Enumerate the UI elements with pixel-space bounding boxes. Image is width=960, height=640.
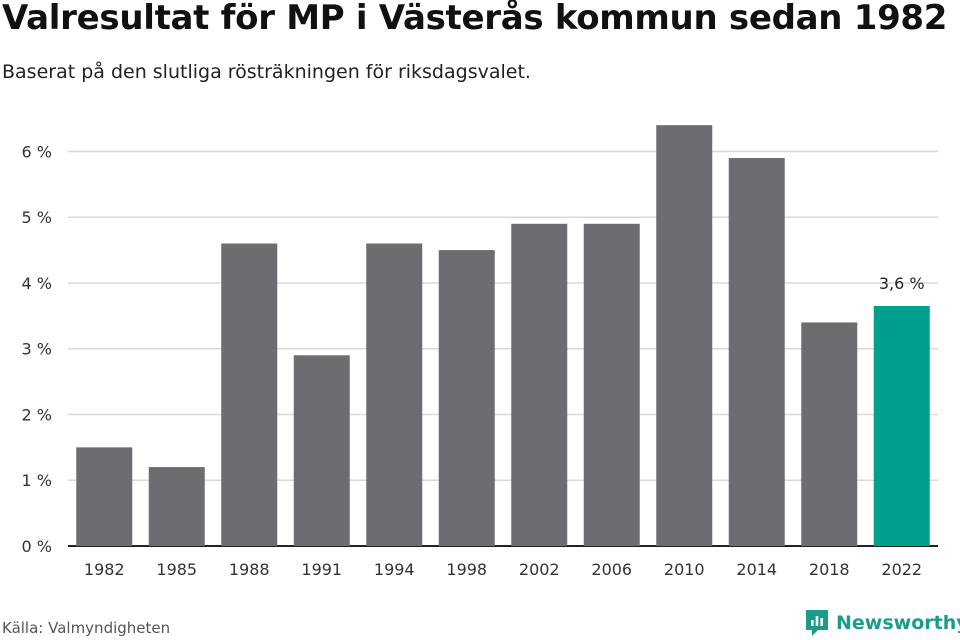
- brand: Newsworthy: [804, 608, 960, 638]
- x-tick-label: 2022: [881, 560, 922, 579]
- labels: 0 % 1 % 2 % 3 % 4 % 5 % 6 % 1982 1985 1988 1991 199…: [22, 142, 925, 579]
- bar-2018: [801, 322, 858, 546]
- bar-2014: [728, 158, 785, 546]
- x-tick-label: 1998: [446, 560, 487, 579]
- x-tick-label: 2006: [591, 560, 632, 579]
- data-label: 3,6 %: [879, 274, 925, 293]
- x-tick-label: 2010: [664, 560, 705, 579]
- bar-2006: [583, 223, 640, 546]
- chart-subtitle: Baserat på den slutliga rösträkningen fö…: [2, 61, 531, 83]
- bar-2010: [656, 125, 713, 546]
- gridlines: [68, 150, 938, 547]
- y-tick-label: 2 %: [22, 405, 52, 424]
- bar-1988: [221, 243, 278, 547]
- brand-name: Newsworthy: [836, 612, 960, 634]
- bar-chart: 0 % 1 % 2 % 3 % 4 % 5 % 6 % 1982 1985 1988 1991 199…: [22, 125, 938, 579]
- y-tick-label: 3 %: [22, 340, 52, 359]
- bar-1985: [148, 467, 205, 546]
- bar-1998: [438, 250, 495, 546]
- y-tick-label: 0 %: [22, 537, 52, 556]
- y-tick-label: 5 %: [22, 208, 52, 227]
- bars: [76, 125, 930, 547]
- source-note: Källa: Valmyndigheten: [2, 619, 171, 637]
- bar-2022: [873, 305, 930, 546]
- x-tick-label: 1982: [84, 560, 125, 579]
- y-tick-label: 4 %: [22, 274, 52, 293]
- bar-1982: [76, 447, 133, 546]
- x-tick-label: 2018: [809, 560, 850, 579]
- newsworthy-logo-icon: [806, 610, 828, 636]
- x-tick-label: 2002: [519, 560, 560, 579]
- bar-2002: [511, 223, 568, 546]
- x-tick-label: 1991: [301, 560, 342, 579]
- x-tick-label: 1985: [156, 560, 197, 579]
- bar-1994: [366, 243, 423, 547]
- y-tick-label: 1 %: [22, 471, 52, 490]
- x-tick-label: 1988: [229, 560, 270, 579]
- x-tick-label: 1994: [374, 560, 415, 579]
- y-tick-label: 6 %: [22, 142, 52, 161]
- bar-1991: [293, 355, 350, 546]
- chart-title: Valresultat för MP i Västerås kommun sed…: [2, 0, 948, 38]
- x-tick-label: 2014: [736, 560, 777, 579]
